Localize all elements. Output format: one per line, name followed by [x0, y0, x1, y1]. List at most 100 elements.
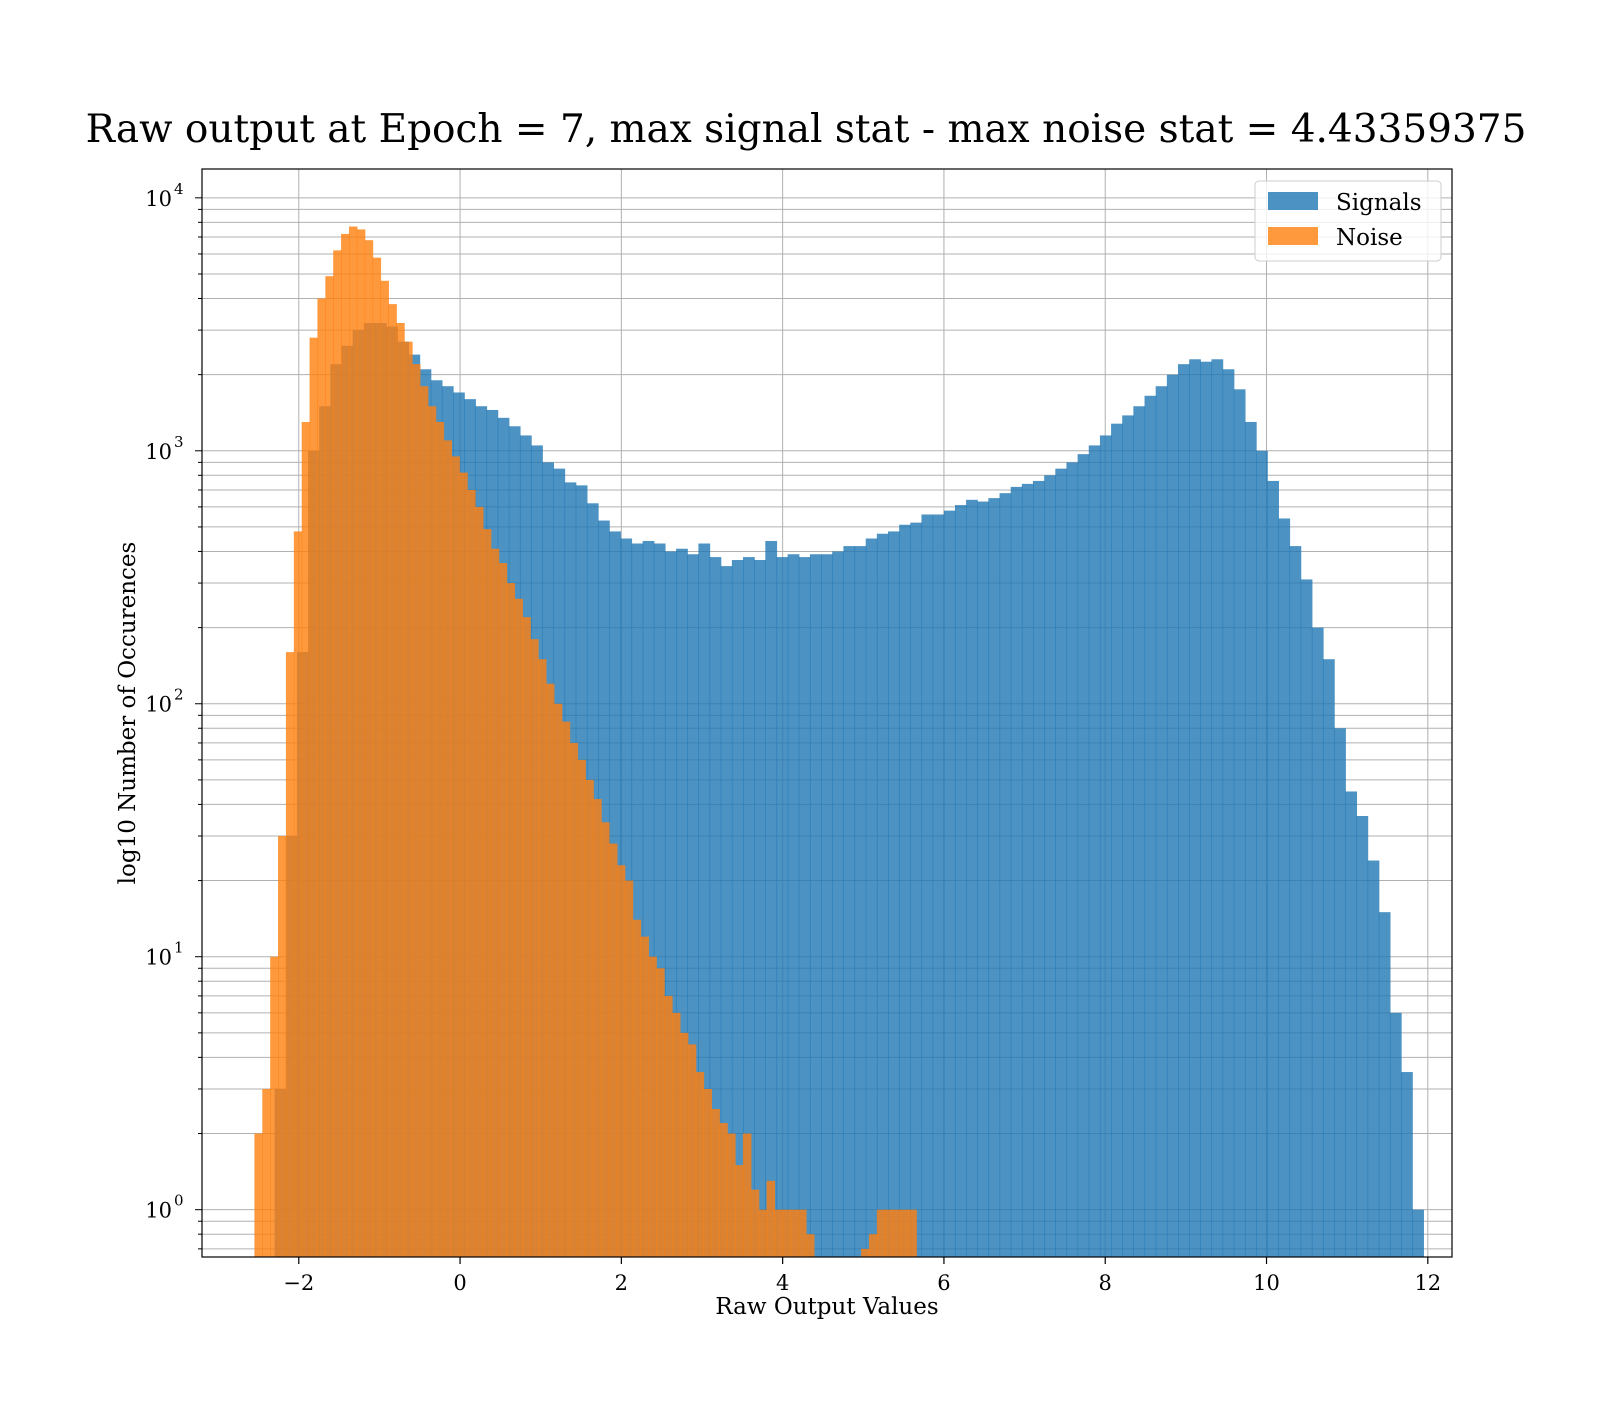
signals-bar — [1099, 435, 1112, 1257]
noise-bar — [900, 1209, 909, 1257]
y-axis-label: log10 Number of Occurences — [115, 542, 141, 885]
noise-bar — [585, 779, 594, 1257]
signals-bar — [1044, 475, 1056, 1257]
y-tick-label: 10 — [145, 693, 172, 717]
noise-bar — [506, 583, 516, 1257]
signals-bar — [664, 551, 677, 1257]
noise-bar — [341, 233, 350, 1257]
chart-title: Raw output at Epoch = 7, max signal stat… — [86, 107, 1527, 152]
noise-bar — [868, 1234, 878, 1257]
noise-bar — [435, 421, 445, 1257]
noise-bar — [742, 1133, 752, 1257]
noise-bar — [727, 1133, 736, 1257]
signals-bar — [977, 501, 989, 1257]
signals-bar — [743, 557, 755, 1257]
y-tick-label: 10 — [145, 440, 172, 464]
y-tick-label-exponent: 2 — [174, 686, 184, 704]
noise-bar — [750, 1189, 760, 1257]
noise-bar — [774, 1209, 783, 1257]
signals-bar — [787, 554, 800, 1257]
signals-bar — [1177, 364, 1190, 1257]
noise-bar — [490, 548, 500, 1257]
noise-bar — [309, 337, 319, 1257]
noise-bar — [285, 652, 295, 1257]
signals-bar — [1144, 395, 1157, 1257]
signals-bar — [676, 548, 688, 1257]
x-axis-label: Raw Output Values — [715, 1294, 938, 1320]
signals-bar — [999, 493, 1012, 1257]
noise-bar — [719, 1123, 728, 1257]
noise-bar — [703, 1088, 713, 1257]
y-tick-label-exponent: 4 — [174, 180, 184, 198]
signals-bar — [687, 554, 700, 1257]
legend: Signals Noise — [1254, 180, 1442, 262]
signals-bar — [1066, 462, 1079, 1257]
legend-label-signals: Signals — [1336, 190, 1422, 216]
signals-bar — [888, 531, 900, 1257]
noise-bar — [522, 617, 531, 1257]
signals-bar — [776, 557, 789, 1257]
noise-bar — [482, 529, 492, 1257]
signals-bar — [731, 560, 744, 1257]
signals-bar — [1133, 406, 1146, 1257]
noise-bar — [798, 1209, 807, 1257]
noise-bar — [412, 364, 421, 1257]
signals-bar — [921, 514, 934, 1257]
y-tick-label-exponent: 0 — [174, 1192, 184, 1210]
signals-bar — [1389, 1012, 1402, 1257]
signals-bar — [832, 551, 844, 1257]
signals-bar — [1401, 1072, 1413, 1257]
y-tick-label: 10 — [145, 946, 172, 970]
x-tick-label: 4 — [776, 1271, 789, 1295]
noise-bar — [254, 1133, 263, 1257]
noise-bar — [278, 836, 287, 1257]
signals-bar — [1211, 359, 1224, 1257]
noise-bar — [758, 1209, 768, 1257]
noise-bar — [908, 1209, 917, 1257]
signals-bar — [754, 560, 766, 1257]
noise-bar — [632, 919, 642, 1257]
noise-bar — [664, 995, 673, 1257]
signals-bar — [821, 554, 833, 1257]
signals-bar — [1256, 450, 1268, 1257]
noise-bar — [348, 226, 358, 1257]
noise-bar — [404, 341, 413, 1257]
noise-bar — [884, 1209, 894, 1257]
y-tick-label: 10 — [145, 1199, 172, 1223]
series-noise — [254, 226, 917, 1257]
noise-bar — [356, 229, 366, 1257]
noise-bar — [270, 956, 279, 1257]
noise-bar — [538, 659, 547, 1257]
legend-swatch-signals — [1268, 192, 1318, 210]
y-tick-label-exponent: 3 — [174, 433, 184, 451]
noise-bar — [790, 1209, 799, 1257]
signals-bar — [1278, 518, 1291, 1257]
signals-bar — [1055, 468, 1068, 1257]
noise-bar — [624, 880, 634, 1257]
signals-bar — [843, 546, 856, 1257]
signals-bar — [1077, 454, 1090, 1257]
noise-bar — [333, 250, 342, 1257]
legend-label-noise: Noise — [1336, 225, 1403, 251]
signals-bar — [765, 540, 778, 1257]
noise-bar — [782, 1209, 791, 1257]
signals-bar — [854, 546, 867, 1257]
signals-bar — [1300, 579, 1313, 1257]
noise-bar — [640, 936, 649, 1257]
legend-swatch-noise — [1268, 227, 1318, 245]
signals-bar — [1233, 389, 1246, 1257]
signals-bar — [1010, 486, 1023, 1257]
signals-bar — [1222, 369, 1235, 1257]
noise-bar — [427, 406, 437, 1257]
plot-frame — [201, 168, 1453, 1258]
noise-bar — [317, 298, 326, 1257]
signals-bar — [1189, 359, 1201, 1257]
noise-bar — [679, 1032, 689, 1257]
signals-bar — [1122, 415, 1134, 1257]
noise-bar — [380, 280, 389, 1257]
signals-bar — [1345, 791, 1358, 1257]
noise-bar — [514, 598, 523, 1257]
noise-bar — [687, 1044, 697, 1257]
